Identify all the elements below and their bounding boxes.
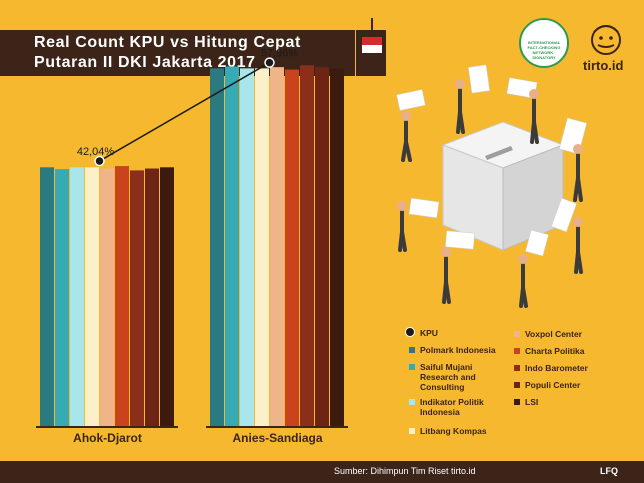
bar-0-4 bbox=[100, 168, 114, 427]
legend-label-7: Populi Center bbox=[525, 380, 581, 390]
tirto-mascot-icon bbox=[591, 25, 621, 55]
legend-swatch-5 bbox=[514, 348, 520, 354]
legend-swatch-1 bbox=[409, 364, 415, 370]
kpu-trend-line bbox=[99, 61, 270, 162]
bar-1-7 bbox=[315, 67, 329, 427]
bar-1-1 bbox=[225, 66, 239, 428]
legend-swatch-8 bbox=[514, 399, 520, 405]
bar-0-1 bbox=[55, 169, 69, 427]
legend-label-5: Charta Politika bbox=[525, 346, 585, 356]
bar-1-6 bbox=[300, 65, 314, 428]
ballot-box-icon bbox=[441, 121, 565, 251]
flag-white-stripe bbox=[362, 45, 382, 53]
bar-1-4 bbox=[270, 67, 284, 427]
credit-label: LFQ bbox=[600, 466, 618, 476]
voting-illustration bbox=[396, 64, 588, 308]
kpu-label-1: 57,96% bbox=[261, 48, 299, 60]
bar-0-5 bbox=[115, 166, 129, 427]
legend-swatch-6 bbox=[514, 365, 520, 371]
bar-0-6 bbox=[130, 170, 144, 427]
flag-pole-icon bbox=[371, 18, 373, 32]
legend-label-8: LSI bbox=[525, 397, 539, 407]
voter-figures-icon bbox=[398, 88, 583, 308]
bar-1-2 bbox=[240, 68, 254, 427]
bar-1-0 bbox=[210, 68, 224, 427]
legend-label-3: Litbang Kompas bbox=[420, 426, 487, 436]
kpu-point-1 bbox=[264, 57, 275, 68]
legend-swatch-4 bbox=[514, 331, 520, 337]
chart-title-line-2: Putaran II DKI Jakarta 2017 bbox=[34, 54, 256, 71]
legend-swatch-0 bbox=[409, 347, 415, 353]
kpu-point-0 bbox=[94, 155, 105, 167]
bar-1-5 bbox=[285, 69, 299, 427]
voter-heads-icon bbox=[397, 79, 583, 264]
legend-kpu-label: KPU bbox=[420, 328, 438, 338]
bar-0-2 bbox=[70, 167, 84, 428]
fact-check-badge-icon: INTERNATIONAL FACT-CHECKING NETWORK · SI… bbox=[519, 18, 569, 68]
footer-bar bbox=[0, 461, 644, 483]
chart-title-line-1: Real Count KPU vs Hitung Cepat bbox=[34, 34, 301, 51]
legend-label-0: Polmark Indonesia bbox=[420, 345, 496, 355]
legend-label-1: Saiful Mujani Research and Consulting bbox=[420, 362, 476, 392]
legend-swatch-7 bbox=[514, 382, 520, 388]
source-note: Sumber: Dihimpun Tim Riset tirto.id bbox=[334, 466, 476, 476]
bar-1-8 bbox=[330, 68, 344, 427]
legend-swatch-3 bbox=[409, 428, 415, 434]
legend-label-2: Indikator Politik Indonesia bbox=[420, 397, 484, 417]
category-label-1: Anies-Sandiaga bbox=[232, 431, 322, 445]
bar-0-0 bbox=[40, 167, 54, 428]
bar-1-3 bbox=[255, 68, 269, 427]
legend-kpu-marker bbox=[405, 327, 415, 337]
bar-0-8 bbox=[160, 167, 174, 428]
legend-label-4: Voxpol Center bbox=[525, 329, 582, 339]
bar-0-3 bbox=[85, 167, 99, 428]
legend-label-6: Indo Barometer bbox=[525, 363, 588, 373]
brand-name: tirto.id bbox=[583, 58, 624, 73]
legend-swatch-2 bbox=[409, 399, 415, 405]
bar-0-7 bbox=[145, 168, 159, 427]
badge-text: INTERNATIONAL FACT-CHECKING NETWORK · SI… bbox=[527, 40, 561, 60]
kpu-label-0: 42,04% bbox=[77, 146, 115, 158]
category-label-0: Ahok-Djarot bbox=[73, 431, 142, 445]
flag-red-stripe bbox=[362, 37, 382, 45]
title-banner bbox=[0, 30, 355, 76]
